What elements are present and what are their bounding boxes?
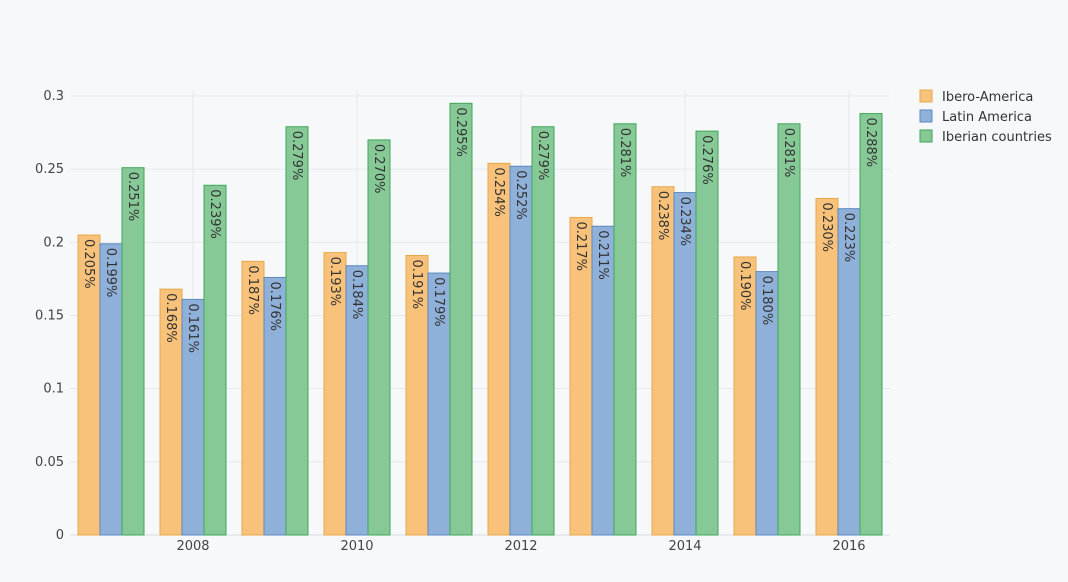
x-tick-label: 2012 [504, 539, 537, 554]
bar-value-label: 0.254% [491, 167, 506, 217]
bar-value-label: 0.217% [573, 221, 588, 271]
bar-value-label: 0.193% [327, 257, 342, 307]
bar-value-label: 0.179% [431, 277, 446, 327]
bar-value-label: 0.223% [841, 213, 856, 263]
legend-label: Latin America [942, 110, 1032, 125]
bar-iberian-countries-2012[interactable] [531, 126, 555, 536]
bar-value-label: 0.252% [513, 170, 528, 220]
x-axis: 2008 2010 2012 2014 2016 [176, 539, 865, 554]
bar-value-label: 0.251% [125, 172, 140, 222]
legend-label: Ibero-America [942, 90, 1033, 105]
y-tick-label: 0.1 [43, 382, 64, 397]
bar-value-label: 0.184% [349, 270, 364, 320]
bar-value-label: 0.230% [819, 202, 834, 252]
bar-value-label: 0.288% [863, 118, 878, 168]
legend-item-iberian-countries[interactable]: Iberian countries [919, 129, 1052, 145]
bar-latin-america-2012[interactable] [509, 165, 533, 536]
bar-iberian-countries-2011[interactable] [449, 102, 473, 536]
legend-swatch [919, 129, 933, 143]
bar-value-label: 0.199% [103, 248, 118, 298]
bar-value-label: 0.270% [371, 144, 386, 194]
legend-swatch [919, 109, 933, 123]
bar-iberian-countries-2013[interactable] [613, 123, 637, 536]
bar-value-label: 0.281% [781, 128, 796, 178]
bar-value-label: 0.238% [655, 191, 670, 241]
bar-value-label: 0.161% [185, 303, 200, 353]
bar-value-label: 0.190% [737, 261, 752, 311]
bar-value-label: 0.295% [453, 107, 468, 157]
bar-value-label: 0.239% [207, 189, 222, 239]
bar-iberian-countries-2016[interactable] [859, 113, 883, 536]
legend-label: Iberian countries [942, 130, 1052, 145]
bar-ibero-america-2012[interactable] [487, 162, 511, 536]
bar-iberian-countries-2009[interactable] [285, 126, 309, 536]
legend-item-latin-america[interactable]: Latin America [919, 109, 1032, 125]
y-tick-label: 0.25 [35, 162, 64, 177]
y-tick-label: 0.3 [43, 89, 64, 104]
y-tick-label: 0.2 [43, 235, 64, 250]
bar-value-label: 0.211% [595, 230, 610, 280]
x-tick-label: 2016 [832, 539, 865, 554]
y-axis: 0 0.05 0.1 0.15 0.2 0.25 0.3 [35, 89, 64, 543]
bar-labels-layer: 0.205% 0.168% 0.187% 0.193% 0.191% 0.254% 0.21… [81, 107, 878, 353]
x-tick-label: 2010 [340, 539, 373, 554]
y-tick-label: 0 [56, 528, 64, 543]
bar-iberian-countries-2010[interactable] [367, 139, 391, 536]
bar-value-label: 0.281% [617, 128, 632, 178]
legend-swatch [919, 89, 933, 103]
bar-value-label: 0.234% [677, 197, 692, 247]
bars-layer [77, 102, 883, 536]
bar-iberian-countries-2008[interactable] [203, 184, 227, 536]
legend[interactable]: Ibero-America Latin America Iberian countr… [919, 89, 1052, 145]
bar-iberian-countries-2015[interactable] [777, 123, 801, 536]
bar-value-label: 0.191% [409, 260, 424, 310]
x-tick-label: 2008 [176, 539, 209, 554]
legend-item-ibero-america[interactable]: Ibero-America [919, 89, 1033, 105]
bar-value-label: 0.279% [535, 131, 550, 181]
bar-value-label: 0.176% [267, 281, 282, 331]
x-tick-label: 2014 [668, 539, 701, 554]
bar-value-label: 0.168% [163, 293, 178, 343]
bar-iberian-countries-2014[interactable] [695, 130, 719, 536]
bar-value-label: 0.279% [289, 131, 304, 181]
y-tick-label: 0.15 [35, 309, 64, 324]
bar-value-label: 0.276% [699, 135, 714, 185]
bar-value-label: 0.205% [81, 239, 96, 289]
bar-iberian-countries-2007[interactable] [121, 167, 145, 536]
bar-value-label: 0.180% [759, 276, 774, 326]
bar-value-label: 0.187% [245, 265, 260, 315]
y-tick-label: 0.05 [35, 455, 64, 470]
